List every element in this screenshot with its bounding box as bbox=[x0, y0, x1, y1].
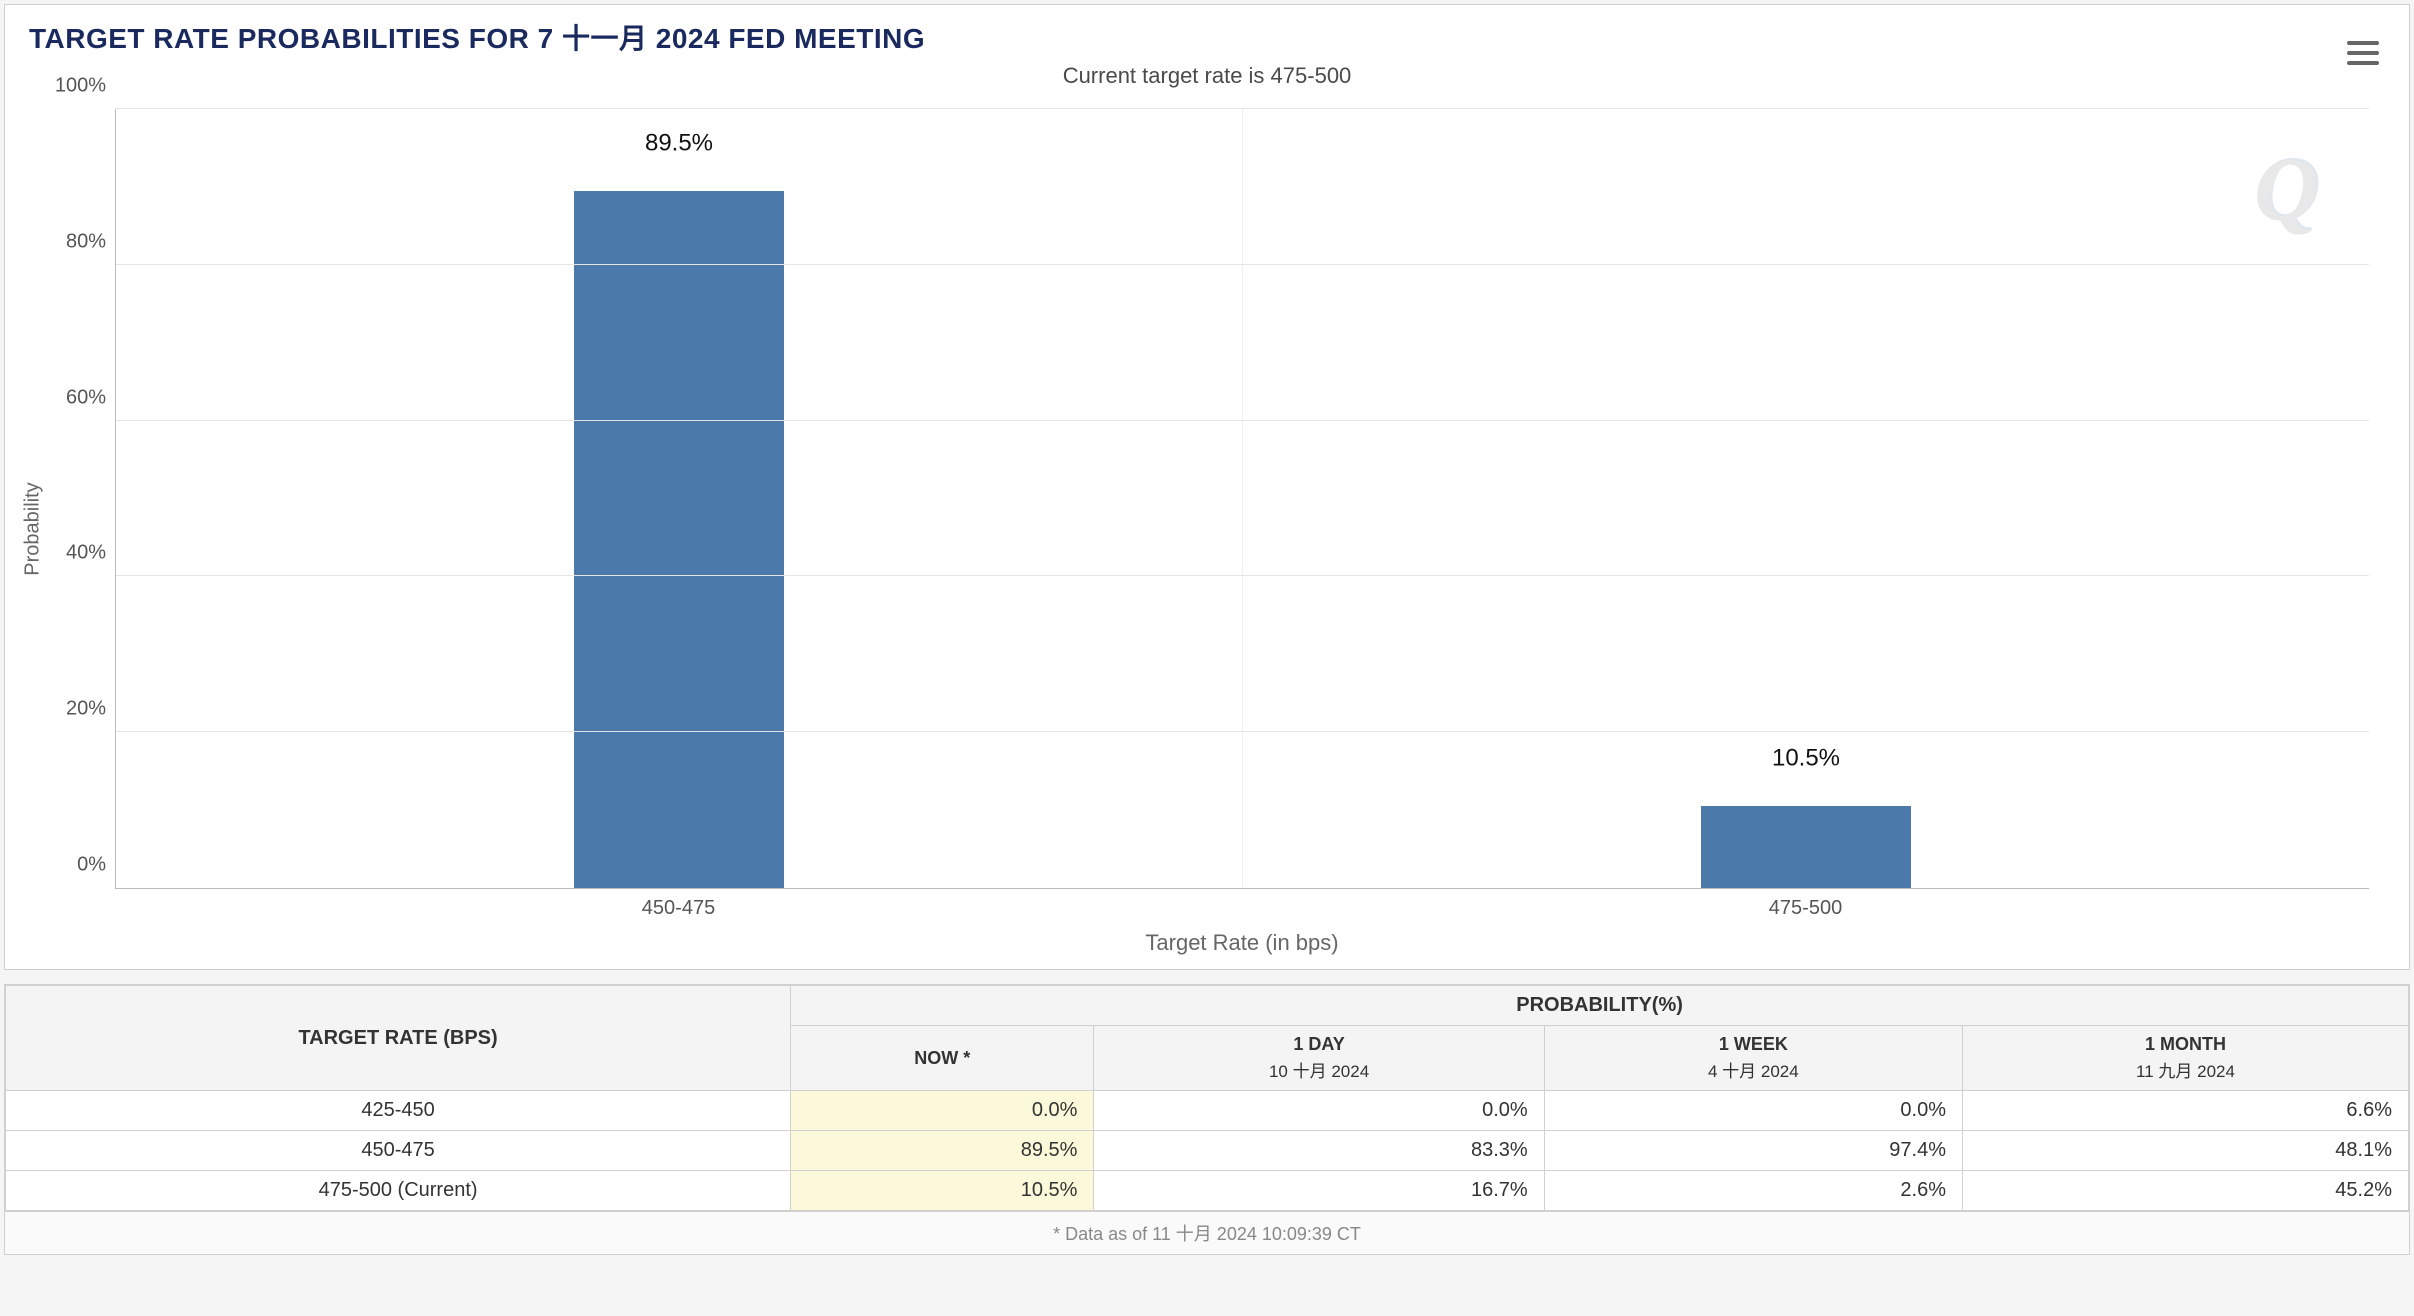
probability-table-panel: TARGET RATE (BPS) PROBABILITY(%) NOW *1 … bbox=[4, 984, 2410, 1255]
table-body: 425-4500.0%0.0%0.0%6.6%450-47589.5%83.3%… bbox=[6, 1091, 2409, 1211]
bar[interactable] bbox=[1701, 806, 1911, 888]
value-cell: 16.7% bbox=[1094, 1171, 1544, 1211]
table-row: 425-4500.0%0.0%0.0%6.6% bbox=[6, 1091, 2409, 1131]
value-cell: 0.0% bbox=[791, 1091, 1094, 1131]
bar[interactable] bbox=[574, 191, 784, 888]
hamburger-menu-icon[interactable] bbox=[2347, 41, 2379, 65]
x-ticks: 450-475475-500 bbox=[115, 897, 2369, 920]
col-header-prob: PROBABILITY(%) bbox=[791, 986, 2409, 1026]
y-tick-label: 80% bbox=[46, 230, 106, 253]
table-row: 450-47589.5%83.3%97.4%48.1% bbox=[6, 1131, 2409, 1171]
gridline bbox=[116, 731, 2369, 732]
chart-area: Probability Q 89.5%10.5% 0%20%40%60%80%1… bbox=[5, 89, 2409, 969]
chart-title: TARGET RATE PROBABILITIES FOR 7 十一月 2024… bbox=[29, 17, 2385, 57]
rate-cell: 450-475 bbox=[6, 1131, 791, 1171]
x-axis-label: Target Rate (in bps) bbox=[115, 930, 2369, 956]
y-tick-label: 20% bbox=[46, 698, 106, 721]
value-cell: 45.2% bbox=[1962, 1171, 2408, 1211]
probability-table: TARGET RATE (BPS) PROBABILITY(%) NOW *1 … bbox=[5, 985, 2409, 1211]
chart-header: TARGET RATE PROBABILITIES FOR 7 十一月 2024… bbox=[5, 5, 2409, 89]
y-tick-label: 40% bbox=[46, 542, 106, 565]
table-footnote: * Data as of 11 十月 2024 10:09:39 CT bbox=[5, 1211, 2409, 1254]
bar-value-label: 89.5% bbox=[645, 129, 713, 157]
value-cell: 10.5% bbox=[791, 1171, 1094, 1211]
bar-slot: 89.5% bbox=[116, 109, 1243, 888]
value-cell: 6.6% bbox=[1962, 1091, 2408, 1131]
gridline bbox=[116, 420, 2369, 421]
rate-cell: 425-450 bbox=[6, 1091, 791, 1131]
x-tick-label: 450-475 bbox=[115, 897, 1242, 920]
gridline bbox=[116, 108, 2369, 109]
rate-cell: 475-500 (Current) bbox=[6, 1171, 791, 1211]
sub-header-cell: 1 DAY10 十月 2024 bbox=[1094, 1026, 1544, 1091]
col-header-rate: TARGET RATE (BPS) bbox=[6, 986, 791, 1091]
value-cell: 0.0% bbox=[1094, 1091, 1544, 1131]
sub-header-cell: 1 WEEK4 十月 2024 bbox=[1544, 1026, 1962, 1091]
value-cell: 0.0% bbox=[1544, 1091, 1962, 1131]
table-row: 475-500 (Current)10.5%16.7%2.6%45.2% bbox=[6, 1171, 2409, 1211]
gridline bbox=[116, 264, 2369, 265]
x-tick-label: 475-500 bbox=[1242, 897, 2369, 920]
value-cell: 48.1% bbox=[1962, 1131, 2408, 1171]
plot-region: Q 89.5%10.5% 0%20%40%60%80%100% bbox=[115, 109, 2369, 889]
bar-value-label: 10.5% bbox=[1772, 745, 1840, 773]
chart-panel: TARGET RATE PROBABILITIES FOR 7 十一月 2024… bbox=[4, 4, 2410, 970]
value-cell: 2.6% bbox=[1544, 1171, 1962, 1211]
value-cell: 89.5% bbox=[791, 1131, 1094, 1171]
sub-header-cell: NOW * bbox=[791, 1026, 1094, 1091]
y-tick-label: 0% bbox=[46, 854, 106, 877]
y-axis-label: Probability bbox=[22, 482, 45, 575]
value-cell: 97.4% bbox=[1544, 1131, 1962, 1171]
chart-subtitle: Current target rate is 475-500 bbox=[29, 63, 2385, 89]
bars-container: 89.5% 10.5% bbox=[116, 109, 2369, 888]
bar-slot: 10.5% bbox=[1243, 109, 2369, 888]
sub-header-cell: 1 MONTH11 九月 2024 bbox=[1962, 1026, 2408, 1091]
gridline bbox=[116, 575, 2369, 576]
y-tick-label: 100% bbox=[46, 75, 106, 98]
y-tick-label: 60% bbox=[46, 386, 106, 409]
value-cell: 83.3% bbox=[1094, 1131, 1544, 1171]
